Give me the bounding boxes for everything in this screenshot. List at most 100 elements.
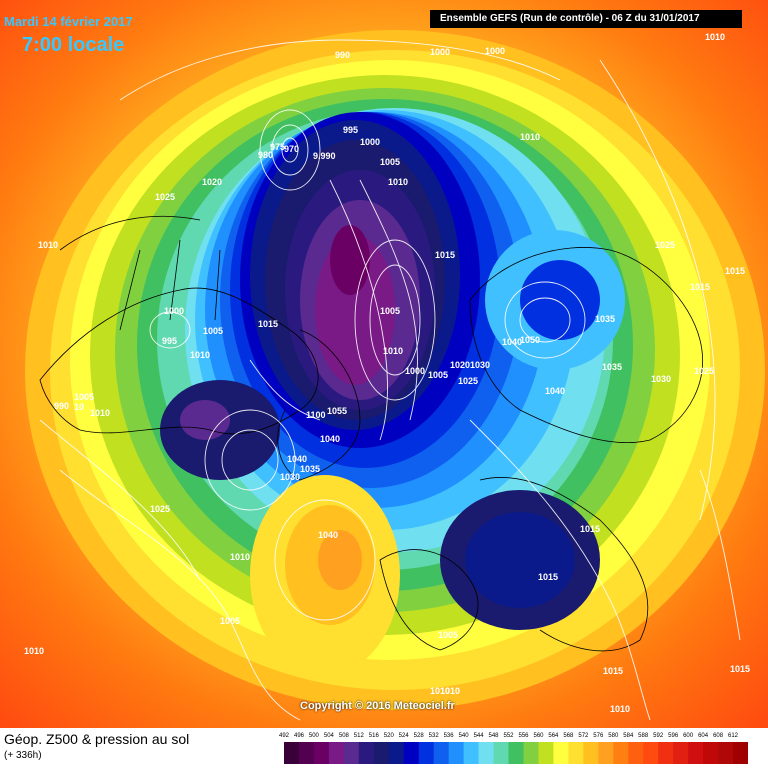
color-scale-swatch — [448, 742, 465, 764]
color-scale-label: 496 — [293, 733, 305, 739]
pressure-label: 1015 — [603, 666, 623, 676]
pressure-label: 1010 — [90, 408, 110, 418]
color-scale-label: 608 — [713, 733, 724, 739]
pressure-label: 1010 — [190, 350, 210, 360]
color-scale-label: 492 — [278, 733, 290, 739]
pressure-label: 990 — [335, 50, 350, 60]
forecast-date: Mardi 14 février 2017 — [4, 14, 133, 29]
color-scale-swatch — [613, 742, 629, 764]
color-scale-label: 524 — [398, 733, 409, 739]
color-scale-label: 576 — [593, 733, 604, 739]
pressure-label: 1005 — [74, 392, 94, 402]
color-scale-swatch — [388, 742, 405, 764]
color-scale-label: 528 — [413, 733, 424, 739]
color-scale-swatch — [508, 742, 524, 764]
color-scale-label: 552 — [503, 733, 514, 739]
pressure-label: 1050 — [520, 335, 540, 345]
color-scale-label: 596 — [668, 733, 679, 739]
pressure-label: 1005 — [220, 616, 240, 626]
color-scale-label: 564 — [548, 733, 559, 739]
color-scale-swatch — [628, 742, 644, 764]
color-scale-swatch — [478, 742, 495, 764]
pressure-label: 1005 — [203, 326, 223, 336]
color-scale-swatch — [313, 742, 330, 764]
color-scale-label: 508 — [338, 733, 349, 739]
color-scale-label: 568 — [563, 733, 574, 739]
color-scale-labels: 492 496 500 504 508 512 516 520 524 528 532 536 540 5… — [278, 733, 750, 742]
coastlines — [39, 215, 703, 652]
color-scale-swatch — [298, 742, 315, 764]
color-scale-swatch — [643, 742, 659, 764]
color-scale-label: 584 — [623, 733, 634, 739]
color-scale-label: 548 — [488, 733, 499, 739]
pressure-label: 1010 — [520, 132, 540, 142]
color-scale-label: 592 — [653, 733, 664, 739]
pressure-label: 1040 — [320, 434, 340, 444]
color-scale-label: 556 — [518, 733, 529, 739]
pressure-label: 1040 — [318, 530, 338, 540]
color-scale-swatch — [493, 742, 510, 764]
color-scale-swatch — [373, 742, 390, 764]
pressure-label: 1025 — [694, 366, 714, 376]
color-scale-swatch — [568, 742, 584, 764]
footer-subtitle: (+ 336h) — [4, 750, 42, 761]
pressure-label: 970 — [284, 144, 299, 154]
color-scale-label: 500 — [308, 733, 319, 739]
color-scale-label: 600 — [683, 733, 694, 739]
pressure-label: 1010 — [430, 686, 450, 696]
color-scale-swatch — [433, 742, 450, 764]
pressure-label: 1030 — [470, 360, 490, 370]
pressure-labels: 1010 1000 1000 990 1010 995 980 975 970 … — [24, 32, 750, 714]
pressure-label: 1020 — [202, 177, 222, 187]
pressure-label: 1005 — [428, 370, 448, 380]
pressure-label: 1025 — [458, 376, 478, 386]
pressure-label: 1035 — [602, 362, 622, 372]
pressure-label: 1025 — [150, 504, 170, 514]
isobars — [39, 39, 741, 721]
color-scale-label: 520 — [383, 733, 394, 739]
pressure-label: 1010 — [440, 686, 460, 696]
copyright-text: Copyright © 2016 Meteociel.fr — [300, 700, 455, 712]
pressure-label: 1040 — [502, 337, 522, 347]
pressure-label: 1030 — [651, 374, 671, 384]
pressure-label: 9.990 — [313, 151, 336, 161]
pressure-label: 1010 — [705, 32, 725, 42]
pressure-label: 1015 — [435, 250, 455, 260]
color-scale-swatch — [463, 742, 480, 764]
pressure-label: 1000 — [164, 306, 184, 316]
pressure-label: 1015 — [258, 319, 278, 329]
pressure-label: 1040 — [287, 454, 307, 464]
color-scale-swatch — [418, 742, 435, 764]
pressure-label: 1015 — [725, 266, 745, 276]
pressure-label: 1000 — [430, 47, 450, 57]
pressure-label: 1010 — [610, 704, 630, 714]
pressure-label: 1010 — [383, 346, 403, 356]
pressure-label: 990 — [54, 401, 69, 411]
color-scale-swatch — [553, 742, 569, 764]
pressure-label: 1010 — [38, 240, 58, 250]
pressure-label: 1040 — [545, 386, 565, 396]
pressure-label: 1015 — [730, 664, 750, 674]
pressure-label: 1055 — [327, 406, 347, 416]
pressure-label: 1015 — [580, 524, 600, 534]
color-scale-label: 540 — [458, 733, 469, 739]
color-scale-label: 560 — [533, 733, 544, 739]
pressure-label: 995 — [343, 125, 358, 135]
pressure-label: 10 — [74, 402, 84, 412]
color-scale-label: 612 — [727, 733, 739, 739]
color-scale-label: 572 — [578, 733, 589, 739]
color-scale-label: 580 — [608, 733, 619, 739]
weather-map: 1010 1000 1000 990 1010 995 980 975 970 … — [0, 0, 768, 728]
pressure-label: 1000 — [405, 366, 425, 376]
pressure-label: 1035 — [595, 314, 615, 324]
footer-title: Géop. Z500 & pression au sol — [4, 731, 190, 747]
pressure-label: 1005 — [438, 630, 458, 640]
pressure-label: 995 — [162, 336, 177, 346]
color-scale-swatch — [523, 742, 539, 764]
forecast-time: 7:00 locale — [22, 34, 125, 56]
color-scale-swatch — [673, 742, 689, 764]
pressure-label: 975 — [270, 142, 285, 152]
pressure-label: 980 — [258, 150, 273, 160]
color-scale-swatch — [658, 742, 674, 764]
run-info-box: Ensemble GEFS (Run de contrôle) - 06 Z d… — [430, 10, 742, 28]
